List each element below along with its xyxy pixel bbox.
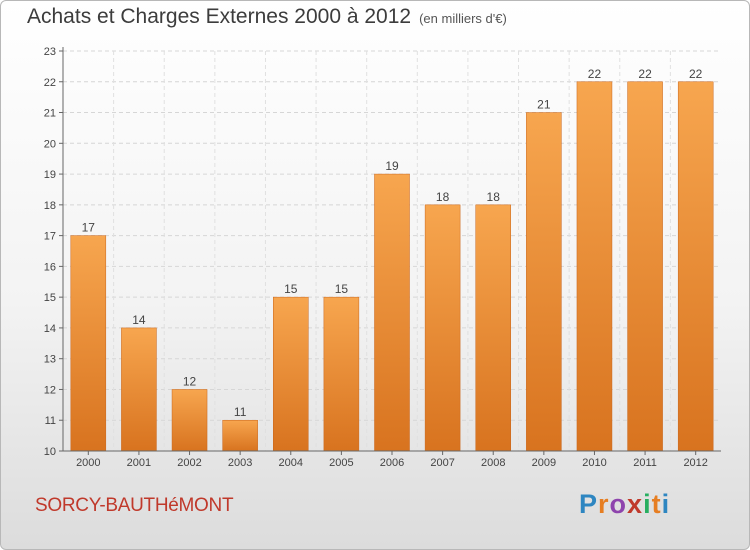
y-tick-label: 11 — [45, 415, 56, 427]
x-tick-label: 2000 — [76, 457, 100, 469]
data-label-2003: 11 — [234, 405, 247, 419]
x-tick-label: 2008 — [481, 457, 505, 469]
y-tick-label: 13 — [44, 354, 56, 366]
proxiti-logo: Proxiti — [579, 489, 670, 520]
y-tick-label: 21 — [44, 108, 56, 120]
bar-2009 — [526, 112, 562, 452]
chart-title: Achats et Charges Externes 2000 à 2012 (e… — [27, 5, 507, 29]
x-tick-label: 2009 — [532, 457, 556, 469]
bars — [70, 81, 714, 452]
bar-2008 — [475, 204, 511, 452]
data-label-2002: 12 — [183, 374, 197, 388]
data-label-2011: 22 — [638, 67, 652, 81]
x-tick-label: 2002 — [177, 457, 201, 469]
y-tick-label: 12 — [44, 384, 56, 396]
data-label-2007: 18 — [436, 190, 450, 204]
x-tick-label: 2001 — [127, 457, 151, 469]
x-tick-label: 2012 — [683, 457, 707, 469]
bar-2002 — [171, 389, 208, 452]
data-label-2012: 22 — [689, 67, 703, 81]
y-tick-label: 16 — [44, 261, 56, 273]
x-tick-label: 2007 — [430, 457, 454, 469]
x-tick-label: 2005 — [329, 457, 353, 469]
data-label-2000: 17 — [82, 221, 96, 235]
bar-2007 — [424, 204, 461, 452]
axes: 10 11 12 13 14 15 16 17 18 19 20 21 22 23 2000 2001 2002… — [44, 46, 721, 469]
data-labels: 17 14 12 11 15 15 19 18 18 21 22 22 22 — [82, 67, 703, 419]
bar-2006 — [374, 173, 410, 452]
y-tick-label: 23 — [44, 46, 56, 58]
logo-letter: i — [661, 489, 671, 519]
bar-2011 — [627, 81, 663, 452]
bar-2000 — [70, 235, 107, 452]
x-tick-label: 2011 — [633, 457, 657, 469]
data-label-2004: 15 — [284, 282, 298, 296]
y-tick-label: 14 — [44, 323, 56, 335]
x-tick-label: 2010 — [582, 457, 606, 469]
logo-letter: x — [627, 489, 644, 519]
data-label-2005: 15 — [335, 282, 349, 296]
x-tick-label: 2004 — [279, 457, 303, 469]
y-tick-label: 22 — [44, 77, 56, 89]
bar-2010 — [576, 81, 613, 452]
y-tick-label: 18 — [44, 200, 56, 212]
bar-2003 — [222, 419, 258, 452]
logo-letter: i — [643, 489, 652, 519]
chart-unit-note: (en milliers d'€) — [419, 11, 507, 26]
x-tick-label: 2006 — [380, 457, 404, 469]
y-tick-label: 15 — [44, 292, 56, 304]
data-label-2009: 21 — [537, 98, 551, 112]
chart-title-text: Achats et Charges Externes 2000 à 2012 — [27, 5, 412, 28]
bar-2012 — [677, 81, 714, 452]
y-tick-label: 20 — [44, 138, 56, 150]
data-label-2001: 14 — [132, 313, 146, 327]
commune-name: SORCY-BAUTHéMONT — [35, 495, 234, 516]
bar-2001 — [121, 327, 157, 452]
bar-2005 — [323, 296, 360, 452]
y-tick-label: 10 — [44, 446, 56, 458]
logo-letter: t — [651, 489, 662, 519]
x-tick-label: 2003 — [228, 457, 252, 469]
y-tick-label: 19 — [44, 169, 56, 181]
logo-letter: r — [598, 489, 610, 519]
logo-letter: o — [609, 489, 628, 519]
y-tick-label: 17 — [44, 231, 56, 243]
data-label-2006: 19 — [385, 159, 399, 173]
bar-2004 — [273, 296, 309, 452]
logo-letter: P — [579, 489, 599, 519]
data-label-2008: 18 — [487, 190, 501, 204]
data-label-2010: 22 — [588, 67, 602, 81]
